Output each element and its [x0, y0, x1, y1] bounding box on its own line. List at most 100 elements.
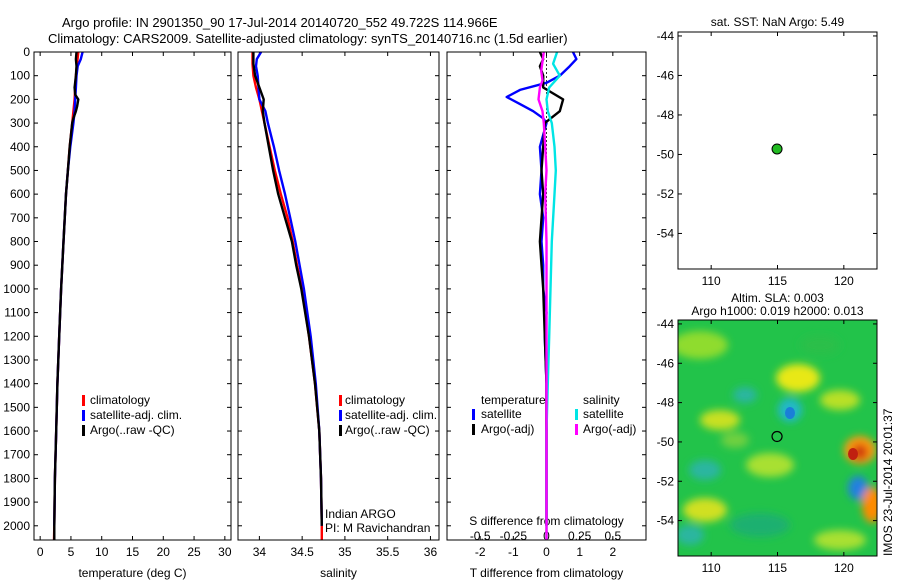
figure-title-line1: Argo profile: IN 2901350_90 17-Jul-2014 …: [62, 15, 498, 30]
salinity-series-2: [252, 52, 323, 526]
sst-map-panel: -44 -46 -48 -50 -52 -54 110 115 120 sat. SST: NaN…: [657, 15, 878, 288]
figure-title-line2: Climatology: CARS2009. Satellite-adjuste…: [48, 31, 568, 46]
temperature-legend-label: Argo(..raw -QC): [90, 423, 175, 437]
depth-tick-label: 2000: [3, 519, 30, 533]
salinity-legend-label: climatology: [345, 393, 405, 407]
depth-tick-label: 500: [10, 163, 30, 177]
sst_map-ytick-label: -52: [657, 187, 675, 201]
sla-heatmap-blob: [848, 476, 868, 500]
depth-tick-label: 900: [10, 258, 30, 272]
salinity-legend-label: satellite-adj. clim.: [345, 408, 437, 422]
temperature-legend-swatch: [82, 410, 85, 421]
difference-xlabel: T difference from climatology: [470, 566, 624, 580]
sla_map-ytick-label: -50: [657, 435, 675, 449]
argo-location-marker: [771, 430, 783, 443]
sla-heatmap-blob: [683, 498, 727, 522]
argo-location-dot: [771, 143, 783, 155]
difference-xtick-label: 0: [543, 545, 550, 559]
temperature-background: [34, 52, 231, 540]
sla_map-ytick-label: -44: [657, 317, 675, 331]
difference-xtick-label: -2: [475, 545, 486, 559]
temperature-series-2: [53, 51, 80, 540]
depth-tick-label: 1200: [3, 329, 30, 343]
salinity-panel: 34 34.5 35 35.5 36 salinity climatologysatelli…: [237, 51, 440, 580]
depth-tick-label: 400: [10, 140, 30, 154]
temperature-xtick-label: 30: [218, 545, 232, 559]
sla-map-panel: -44 -46 -48 -50 -52 -54 110 115 120 Altim. SLA: 0…: [657, 291, 895, 575]
salinity-xtick-label: 35: [338, 545, 352, 559]
depth-tick-label: 1800: [3, 471, 30, 485]
depth-tick-label: 1100: [4, 306, 30, 320]
sla-heatmap-blob: [733, 387, 757, 403]
depth-tick-label: 600: [10, 187, 30, 201]
sla-heatmap-blob: [800, 335, 840, 355]
sla_map-ytick-label: -46: [657, 356, 675, 370]
depth-tick-label: 1700: [3, 448, 30, 462]
salinity-xtick-label: 34: [253, 545, 267, 559]
sla-map-title-line1: Altim. SLA: 0.003: [731, 291, 824, 305]
difference-legend-label: satellite: [583, 407, 624, 421]
sst_map-ytick-label: -54: [657, 226, 675, 240]
sst_map-ytick-label: -46: [657, 68, 675, 82]
depth-tick-label: 0: [23, 45, 30, 59]
depth-tick-label: 1300: [3, 353, 30, 367]
sst_map-xtick-label: 115: [768, 274, 787, 288]
sst_map-frame: [677, 31, 878, 270]
sla_map-ytick-label: -54: [657, 514, 675, 528]
difference-stick-label: -0.5: [470, 529, 491, 543]
sla_map-xtick-label: 115: [768, 561, 787, 575]
difference-legend-label: Argo(-adj): [481, 422, 534, 436]
difference-panel: -2 -1 0 1 2-0.5 -0.25 0 0.25 0.5S difference fro…: [446, 51, 647, 580]
sla_map-frame: [677, 319, 878, 557]
salinity-annotation: PI: M Ravichandran: [325, 521, 430, 535]
difference-legend-header: temperature: [481, 393, 546, 407]
imos-watermark: IMOS 23-Jul-2014 20:01:37: [881, 408, 895, 556]
sla-heatmap-blob: [730, 513, 790, 537]
sla-map-title-line2: Argo h1000: 0.019 h2000: 0.013: [691, 304, 863, 318]
difference-legend-label: Argo(-adj): [583, 422, 636, 436]
difference-legend-header: salinity: [583, 393, 620, 407]
difference-legend-swatch: [575, 424, 578, 435]
difference-legend-swatch: [472, 409, 475, 420]
depth-tick-label: 1000: [3, 282, 30, 296]
sla_map-ytick-label: -48: [657, 396, 675, 410]
depth-tick-label: 200: [10, 92, 30, 106]
depth-tick-label: 1900: [3, 495, 30, 509]
sla-heatmap-blob: [862, 487, 877, 523]
sst-map-title: sat. SST: NaN Argo: 5.49: [711, 15, 845, 29]
temperature-frame: [33, 51, 232, 541]
sst_map-ytick-label: -44: [657, 29, 675, 43]
sla-heatmap-blob: [814, 530, 866, 550]
temperature-legend-swatch: [82, 425, 85, 436]
difference-legend-swatch: [472, 424, 475, 435]
sla_map-xtick-label: 120: [834, 561, 854, 575]
sla-heatmap-blob: [721, 432, 749, 448]
difference-legend-label: satellite: [481, 407, 522, 421]
sst_map-ytick-label: -50: [657, 147, 675, 161]
salinity-frame: [237, 51, 440, 541]
sla-heatmap-blob: [678, 525, 704, 545]
temperature-xtick-label: 15: [126, 545, 140, 559]
difference-stick-label: 0.5: [604, 529, 621, 543]
temperature-xtick-label: 10: [95, 545, 109, 559]
difference-series-3: [537, 51, 548, 540]
depth-tick-label: 800: [10, 235, 30, 249]
sla-heatmap-blob: [820, 390, 860, 410]
depth-tick-label: 700: [10, 211, 30, 225]
temperature-legend-label: satellite-adj. clim.: [90, 408, 182, 422]
depth-tick-label: 100: [10, 69, 30, 83]
sla_map-ytick-label: -52: [657, 474, 675, 488]
sla-heatmap-core: [785, 407, 795, 419]
difference-legend-swatch: [575, 409, 578, 420]
depth-tick-label: 1500: [3, 400, 30, 414]
difference-stick-label: -0.25: [500, 529, 528, 543]
difference-frame: [446, 51, 647, 541]
difference-xtick-label: -1: [508, 545, 519, 559]
sla-heatmap-core: [848, 448, 858, 460]
temperature-xtick-label: 0: [37, 545, 44, 559]
temperature-xtick-label: 5: [68, 545, 75, 559]
salinity-annotation: Indian ARGO: [325, 507, 396, 521]
temperature-panel: 0100200300400500600700800900100011001200…: [3, 45, 232, 580]
difference-xtick-label: 2: [609, 545, 616, 559]
depth-tick-label: 1600: [3, 424, 30, 438]
